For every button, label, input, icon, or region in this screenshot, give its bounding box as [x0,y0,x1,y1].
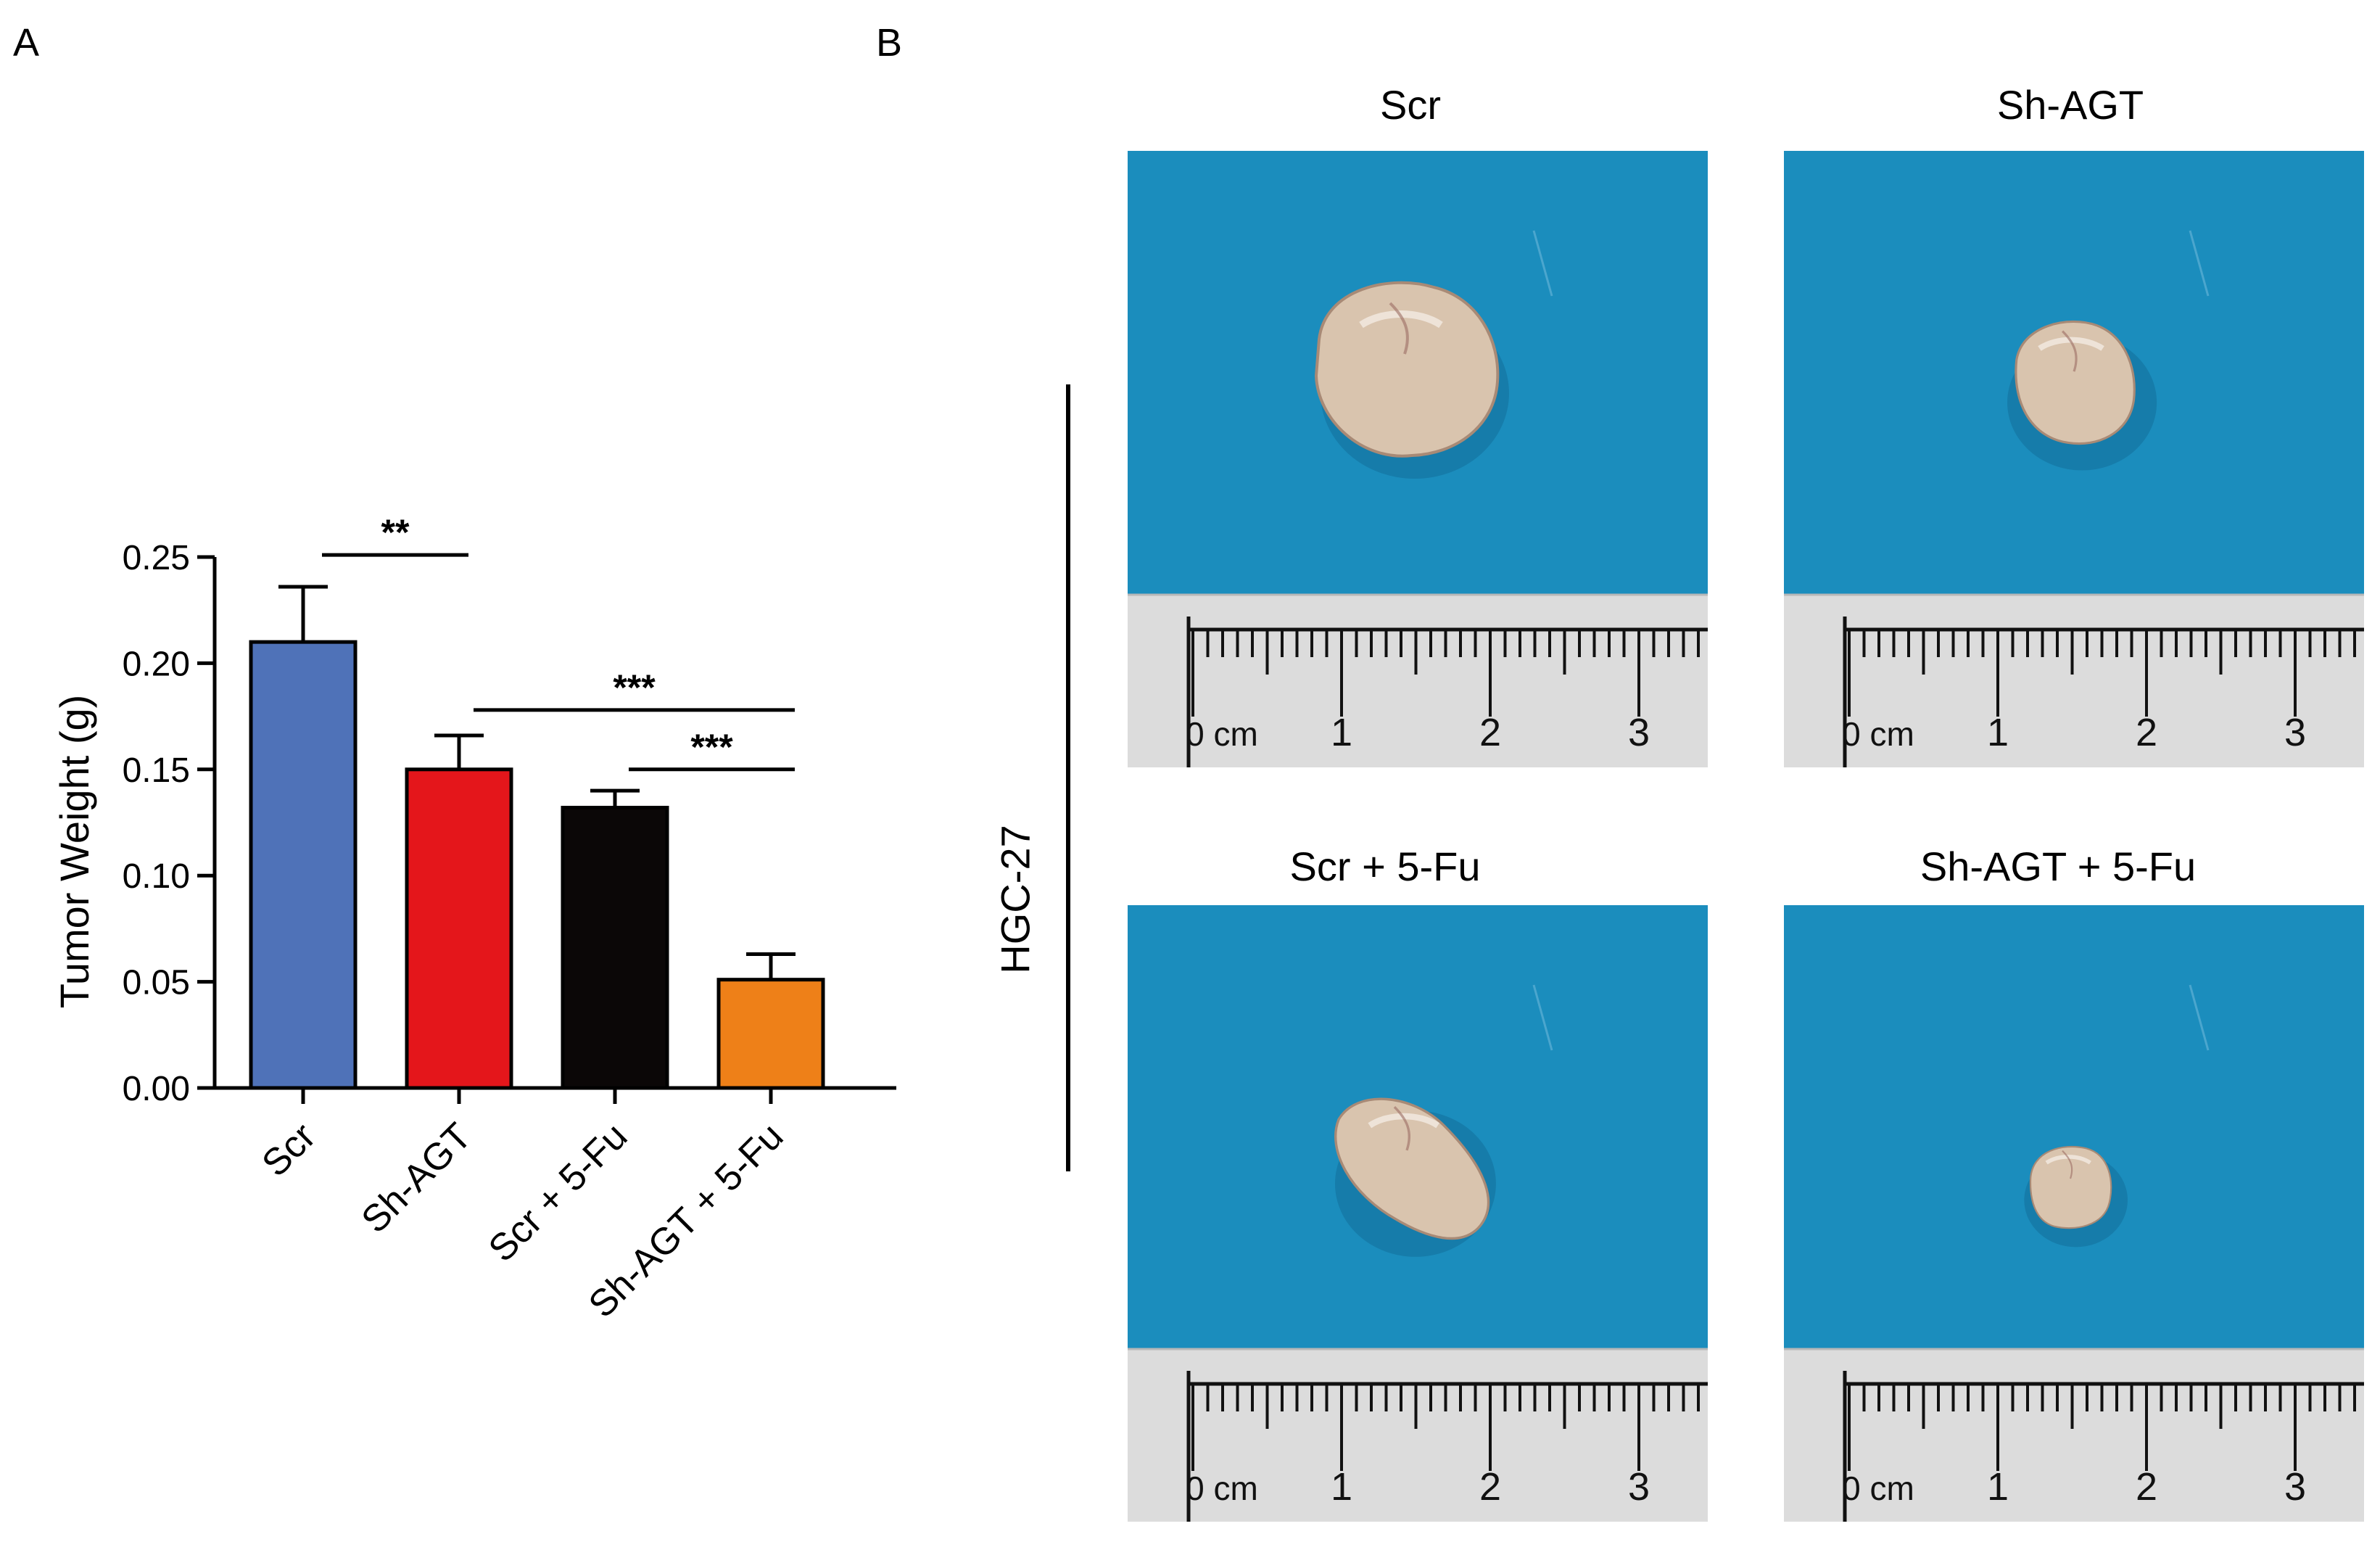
tumor-vessel [1393,1105,1410,1151]
ruler-label: 1 [1331,711,1352,754]
tumor [1334,1097,1496,1257]
x-tick-label: Scr [254,1115,323,1184]
y-tick-label: 0.00 [123,1070,190,1108]
ruler-label: 0 cm [1842,715,1914,753]
photo-title-sh-agt: Sh-AGT [1996,82,2144,128]
tumor-body [2015,320,2136,445]
ruler-paper [1784,595,2364,767]
tumor-vessel [1389,302,1409,355]
tumor-body [2029,1145,2112,1229]
ruler-label: 3 [1628,711,1650,754]
group-bracket-line [1066,384,1070,1171]
bar [716,978,825,1090]
ruler-label: 3 [1628,1465,1650,1509]
tumor [2024,1145,2128,1248]
surface-scratch [1532,230,1553,297]
ruler-label: 2 [1479,711,1501,754]
surface-scratch [1532,984,1553,1051]
ruler-paper [1128,1349,1708,1522]
y-axis-label: Tumor Weight (g) [51,695,97,1009]
cell-line-label: HGC-27 [993,825,1038,973]
y-tick-label: 0.10 [123,857,190,896]
y-tick-label: 0.25 [123,539,190,577]
cell-line-text: HGC-27 [992,825,1038,974]
y-tick-label: 0.15 [123,751,190,790]
tumor-vessel [2062,330,2078,372]
tumor-photo-sh-agt: 0 cm 1 2 3 [1784,151,2364,767]
ruler-label: 0 cm [1842,1469,1914,1507]
significance-label: ** [381,512,410,553]
ruler-label: 2 [2136,711,2157,754]
tumor-photo-scr: 0 cm 1 2 3 [1128,151,1708,767]
ruler-label: 1 [1987,711,2009,754]
tumor-body [1334,1097,1490,1240]
y-tick-label: 0.20 [123,645,190,683]
photo-title-scr-5fu: Scr + 5-Fu [1289,844,1481,889]
ruler-label: 1 [1331,1465,1352,1509]
ruler-label: 2 [1479,1465,1501,1509]
y-tick-label: 0.05 [123,964,190,1002]
photo-canvas: 0 cm 1 2 3 [1784,151,2364,767]
bar [405,767,513,1090]
blue-background [1784,905,2364,1349]
tumor-photo-sh-agt-5fu: 0 cm 1 2 3 [1784,905,2364,1522]
tumor-body [1314,281,1500,458]
ruler-label: 0 cm [1186,1469,1258,1507]
ruler-paper [1128,595,1708,767]
significance-label: *** [690,727,733,767]
ruler-label: 1 [1987,1465,2009,1509]
significance-label: *** [613,667,656,708]
tumor-photo-scr-5fu: 0 cm 1 2 3 [1128,905,1708,1522]
photo-canvas: 0 cm 1 2 3 [1784,905,2364,1522]
photo-title-sh-agt-5fu: Sh-AGT + 5-Fu [1920,844,2197,889]
x-tick-label: Sh-AGT [354,1115,480,1241]
x-tick-label: Scr + 5-Fu [481,1115,636,1270]
bar [561,806,669,1090]
surface-scratch [2189,230,2210,297]
photo-title-scr: Scr [1380,82,1441,128]
panel-a-label: A [13,21,40,65]
bar [249,640,358,1090]
ruler-label: 0 cm [1186,715,1258,753]
tumor [1314,281,1509,479]
tumor [2007,320,2157,471]
photo-canvas: 0 cm 1 2 3 [1128,905,1708,1522]
surface-scratch [2189,984,2210,1051]
photo-canvas: 0 cm 1 2 3 [1128,151,1708,767]
ruler-label: 3 [2284,711,2306,754]
ruler-label: 3 [2284,1465,2306,1509]
tumor-vessel [2062,1150,2073,1179]
ruler-paper [1784,1349,2364,1522]
panel-b-label: B [876,21,903,65]
ruler-label: 2 [2136,1465,2157,1509]
bar-chart: 0.00 0.05 0.10 0.15 0.20 0.25 Tumor Weight (g)… [51,512,896,1326]
